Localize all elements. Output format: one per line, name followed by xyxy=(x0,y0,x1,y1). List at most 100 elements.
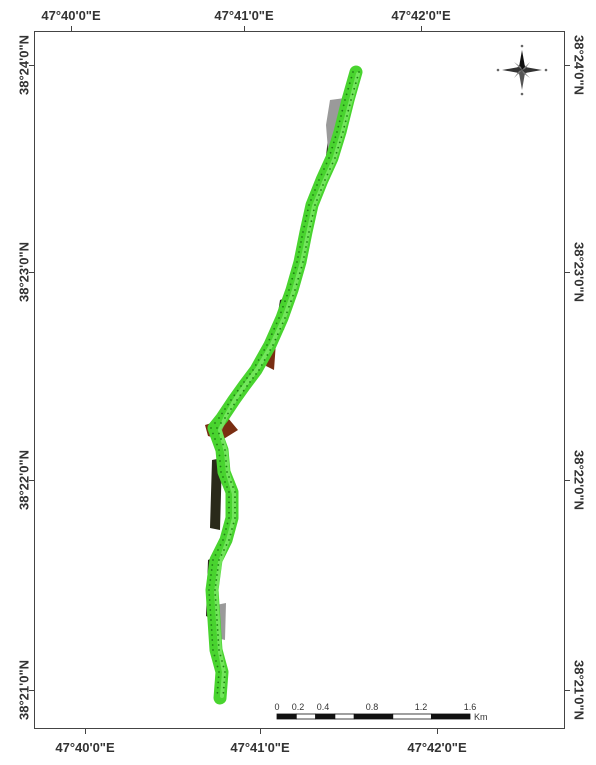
sample-point xyxy=(257,359,260,361)
sample-point xyxy=(218,671,220,673)
sample-point xyxy=(217,634,219,636)
sample-point xyxy=(324,179,326,181)
sample-point xyxy=(299,246,301,248)
sample-point xyxy=(220,471,222,473)
sample-point xyxy=(208,589,210,591)
sample-point xyxy=(291,277,294,280)
sample-point xyxy=(297,256,299,258)
sample-point xyxy=(224,417,226,419)
sample-point xyxy=(229,533,232,536)
sample-point xyxy=(358,71,360,73)
sample-point xyxy=(305,246,307,248)
sample-point xyxy=(225,544,228,546)
sample-point xyxy=(223,681,226,684)
sample-point xyxy=(228,496,230,499)
sample-point xyxy=(249,373,251,375)
sample-point xyxy=(234,496,236,499)
scale-label-0-4: 0.4 xyxy=(316,702,330,712)
lon-label-top-2: 47°41'0"E xyxy=(214,8,274,23)
sample-point xyxy=(212,432,214,435)
sample-point xyxy=(234,517,236,519)
sample-point xyxy=(334,136,337,139)
sample-point xyxy=(352,71,354,73)
sample-point xyxy=(249,381,251,383)
sample-point xyxy=(353,87,356,90)
sample-point xyxy=(215,614,218,616)
sample-point xyxy=(208,584,211,586)
sample-point xyxy=(307,236,309,238)
graticule-tick xyxy=(565,480,570,481)
sample-point xyxy=(222,476,224,478)
sample-point xyxy=(334,157,336,159)
sample-point xyxy=(217,676,220,679)
sample-point xyxy=(328,157,330,159)
sample-point xyxy=(218,454,221,457)
sample-point xyxy=(220,554,223,556)
sample-point xyxy=(211,564,214,566)
sample-point xyxy=(309,225,312,228)
sample-point xyxy=(219,465,222,468)
sample-point xyxy=(236,389,239,392)
sample-point xyxy=(214,589,216,591)
sample-point xyxy=(297,277,300,280)
sample-point xyxy=(346,115,348,117)
sample-point xyxy=(223,533,226,536)
sample-point xyxy=(234,506,236,509)
sample-point xyxy=(208,599,211,601)
sample-point xyxy=(217,549,219,551)
sample-point xyxy=(215,660,217,662)
sample-point xyxy=(300,241,302,243)
lon-label-bottom-3: 47°42'0"E xyxy=(407,740,467,755)
sample-point xyxy=(345,93,348,96)
sample-point xyxy=(260,364,263,366)
sample-point xyxy=(210,624,213,626)
sample-point xyxy=(354,82,357,85)
sample-point xyxy=(266,344,268,346)
sample-point xyxy=(210,574,212,576)
sample-point xyxy=(228,517,230,519)
sample-point xyxy=(217,639,220,641)
sample-point xyxy=(211,639,214,641)
sample-point xyxy=(228,476,230,478)
sample-point xyxy=(316,199,318,201)
sample-point xyxy=(288,305,290,308)
sample-point xyxy=(338,120,341,123)
sample-point xyxy=(348,82,351,85)
sample-point xyxy=(240,385,242,387)
sample-point xyxy=(233,394,236,397)
lon-label-top-3: 47°42'0"E xyxy=(391,8,451,23)
scale-bar-segment xyxy=(295,713,316,720)
sample-point xyxy=(344,99,346,101)
sample-point xyxy=(308,231,310,233)
sample-point xyxy=(332,141,335,144)
sample-point xyxy=(252,369,254,371)
sample-point xyxy=(292,272,295,275)
sample-point xyxy=(216,574,218,576)
sample-point xyxy=(212,559,214,561)
scale-label-0-8: 0.8 xyxy=(365,702,379,712)
sample-point xyxy=(341,109,344,112)
sample-point xyxy=(208,594,211,596)
sample-point xyxy=(218,432,220,435)
scale-unit-label: Km xyxy=(474,712,488,722)
sample-point xyxy=(295,283,298,286)
sample-point xyxy=(268,338,271,341)
sample-point xyxy=(209,609,212,611)
sample-point xyxy=(340,115,342,117)
sample-point xyxy=(221,660,223,662)
sample-point xyxy=(344,120,347,123)
sample-point xyxy=(348,104,351,107)
sample-point xyxy=(273,327,276,330)
sample-point xyxy=(214,584,217,586)
sample-point xyxy=(210,569,213,571)
sample-point xyxy=(234,491,236,493)
sample-point xyxy=(214,599,217,601)
sample-point xyxy=(216,665,219,668)
sample-point xyxy=(215,579,218,581)
sample-point xyxy=(350,99,352,101)
sample-point xyxy=(217,681,220,684)
sample-point xyxy=(292,294,294,297)
sample-point xyxy=(275,322,278,325)
scale-bar-segment xyxy=(315,713,336,720)
sample-point xyxy=(280,311,282,314)
